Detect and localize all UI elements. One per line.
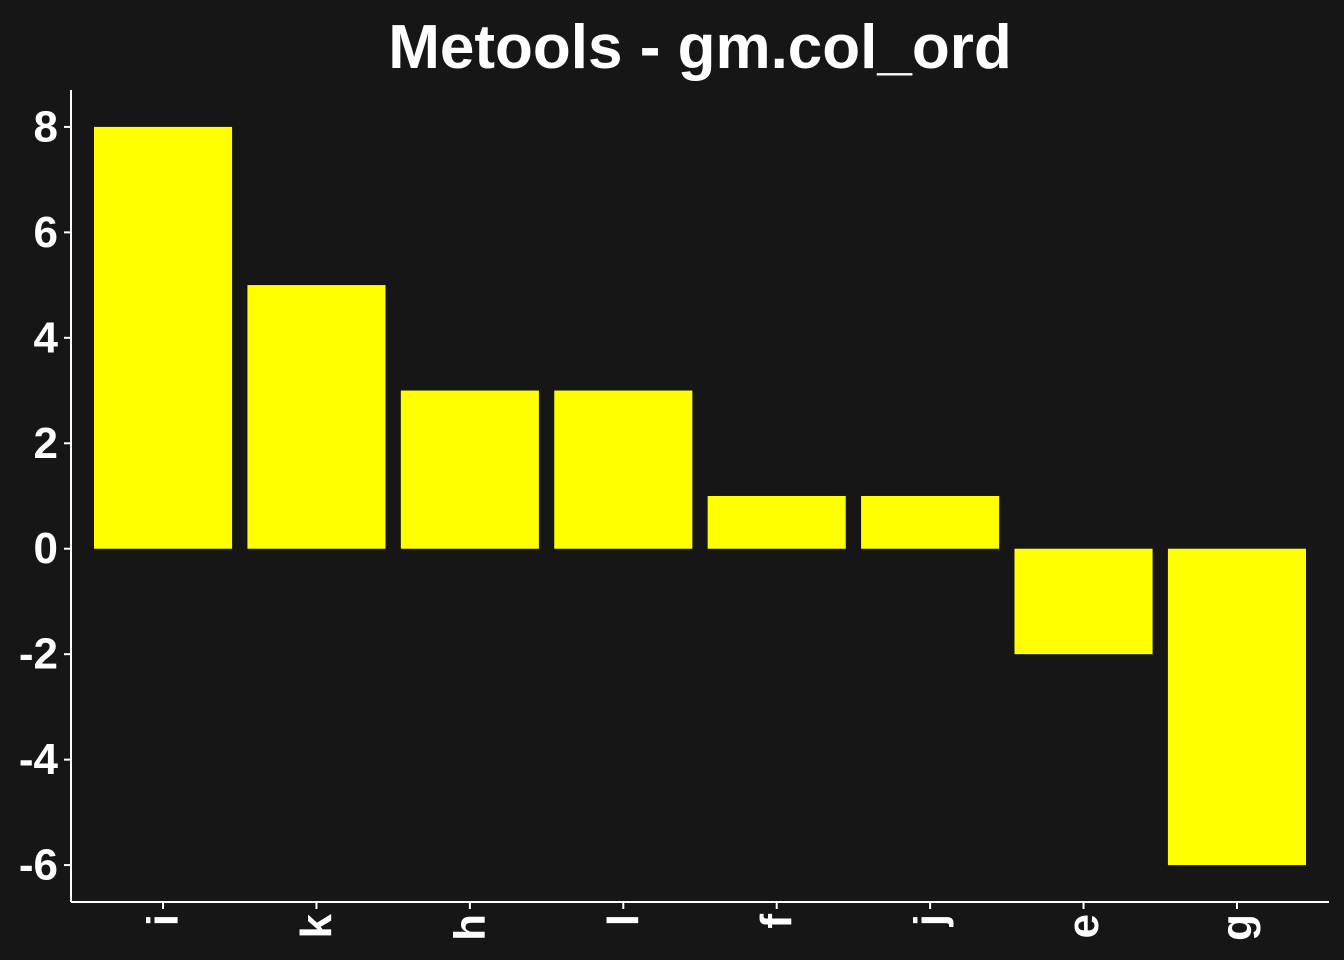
x-tick-label-f: f [752, 914, 801, 929]
bar-i [94, 126, 233, 549]
y-tick-label: 2 [34, 419, 58, 468]
bars-layer [94, 126, 1306, 866]
x-tick-label-g: g [1212, 914, 1261, 941]
x-tick-label-l: l [599, 914, 648, 926]
x-tick-label-e: e [1059, 914, 1108, 938]
y-tick-label: 4 [34, 313, 59, 362]
bar-e [1014, 548, 1153, 655]
y-axis-ticks: -6 -4 -2 0 2 4 6 8 [19, 102, 71, 890]
axes-layer [70, 90, 1329, 903]
bar-f [707, 496, 846, 549]
bar-l [554, 390, 693, 549]
x-tick-label-j: j [906, 914, 955, 927]
y-tick-label: 0 [34, 524, 58, 573]
x-tick-label-h: h [445, 914, 494, 941]
y-tick-label: -4 [19, 735, 59, 784]
bar-h [400, 390, 539, 549]
y-tick-label: 6 [34, 208, 58, 257]
y-tick-label: -6 [19, 841, 58, 890]
bar-j [861, 496, 1000, 549]
bar-g [1167, 548, 1306, 866]
y-tick-label: -2 [19, 630, 58, 679]
x-tick-label-k: k [292, 913, 341, 938]
y-tick-label: 8 [34, 102, 58, 151]
x-tick-label-i: i [139, 914, 188, 926]
chart-title: Metools - gm.col_ord [388, 13, 1012, 82]
bar-k [247, 285, 386, 549]
